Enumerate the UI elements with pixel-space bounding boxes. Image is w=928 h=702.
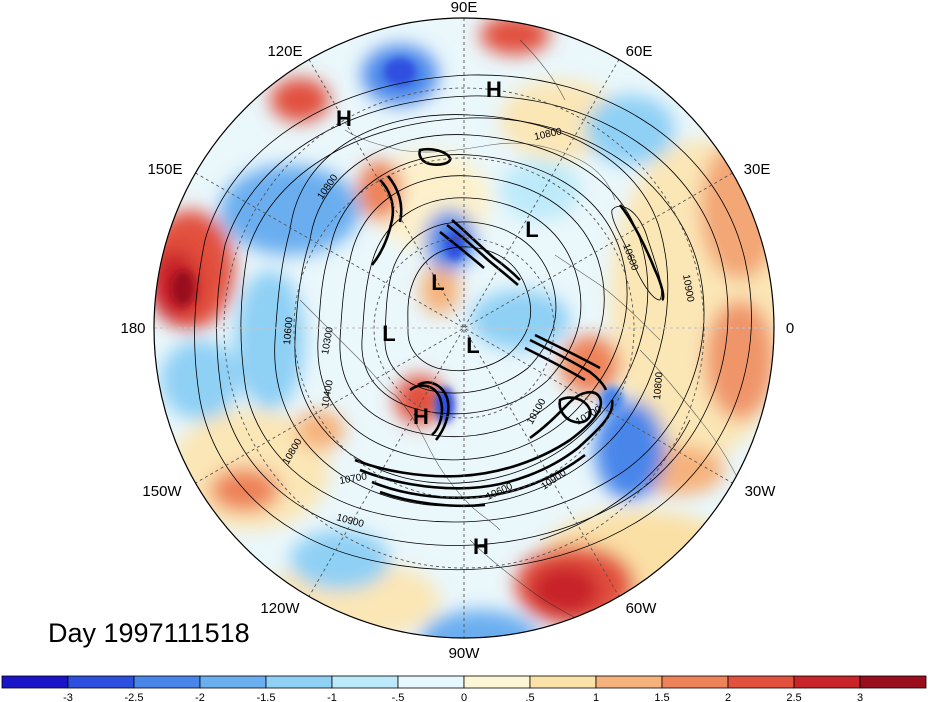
lon-label-150w: 150W <box>142 483 182 500</box>
colorbar-tick-label: .5 <box>525 692 534 702</box>
colorbar-swatch <box>397 675 465 689</box>
colorbar-swatch <box>661 675 729 689</box>
lon-label-90e: 90E <box>451 0 478 16</box>
high-center-marker: H <box>486 77 502 102</box>
longitude-labels: 90E 60E 30E 0 30W 60W 90W 120W 150W 180 … <box>120 0 794 662</box>
colorbar-swatch <box>859 675 927 689</box>
lon-label-30w: 30W <box>745 483 777 500</box>
lon-label-30e: 30E <box>744 161 771 178</box>
lon-label-120e: 120E <box>267 43 302 60</box>
colorbar: -3 -2.5 -2 -1.5 -1 -.5 0 .5 1 1.5 2 2.5 3 <box>1 675 927 702</box>
pressure-centers: H H H H L L L L <box>336 77 539 559</box>
colorbar-tick-label: -3 <box>63 692 73 702</box>
colorbar-swatch <box>199 675 267 689</box>
colorbar-swatch <box>331 675 399 689</box>
colorbar-swatch <box>727 675 795 689</box>
contour-label: 10400 <box>320 379 336 409</box>
colorbar-swatch <box>793 675 861 689</box>
lon-label-150e: 150E <box>147 161 182 178</box>
lon-label-120w: 120W <box>260 600 300 617</box>
lon-label-60e: 60E <box>626 43 653 60</box>
lon-label-60w: 60W <box>626 600 658 617</box>
colorbar-tick-label: 0 <box>461 692 467 702</box>
map-border <box>153 17 775 639</box>
coastlines <box>299 39 746 626</box>
high-center-marker: H <box>413 404 429 429</box>
lon-label-0: 0 <box>786 320 794 337</box>
lon-label-90w: 90W <box>449 645 481 662</box>
colorbar-swatch <box>133 675 201 689</box>
colorbar-tick-label: 2.5 <box>786 692 801 702</box>
colorbar-tick-label: 1.5 <box>654 692 669 702</box>
colorbar-tick-label: -2 <box>195 692 205 702</box>
colorbar-tick-label: 3 <box>857 692 863 702</box>
colorbar-tick-label: 1 <box>593 692 599 702</box>
colorbar-tick-label: -2.5 <box>125 692 144 702</box>
colorbar-swatch <box>463 675 531 689</box>
contour-label: 10800 <box>652 371 665 400</box>
colorbar-tick-label: 2 <box>725 692 731 702</box>
colorbar-tick-label: -.5 <box>392 692 405 702</box>
contour-label: 10300 <box>320 326 336 356</box>
contour-label: 10700 <box>339 471 369 487</box>
height-contours <box>194 74 752 571</box>
high-center-marker: H <box>336 106 352 131</box>
map-title: Day 1997111518 <box>48 618 250 648</box>
low-center-marker: L <box>431 270 444 295</box>
contour-label: 10900 <box>680 274 696 304</box>
low-center-marker: L <box>525 217 538 242</box>
colorbar-swatch <box>529 675 597 689</box>
colorbar-swatch <box>1 675 69 689</box>
high-center-marker: H <box>473 534 489 559</box>
colorbar-tick-label: -1.5 <box>257 692 276 702</box>
colorbar-swatch <box>265 675 333 689</box>
colorbar-swatch <box>595 675 663 689</box>
colorbar-swatch <box>67 675 135 689</box>
lon-label-180: 180 <box>120 320 145 337</box>
low-center-marker: L <box>466 333 479 358</box>
low-center-marker: L <box>382 321 395 346</box>
contour-label: 10600 <box>282 316 295 345</box>
colorbar-tick-label: -1 <box>327 692 337 702</box>
